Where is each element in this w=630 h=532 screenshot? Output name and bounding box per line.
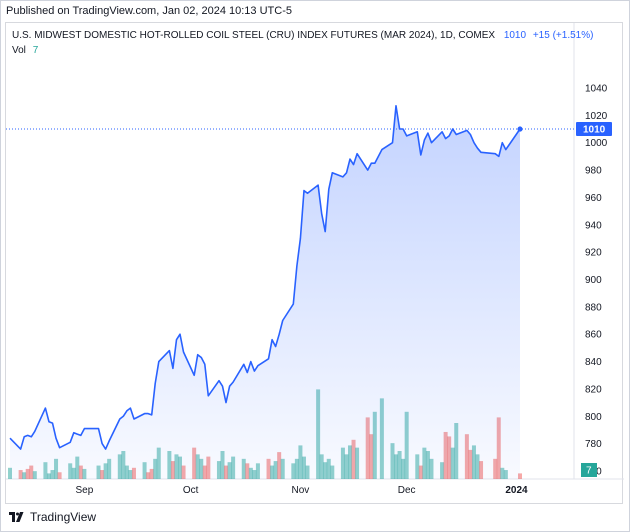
volume-legend: Vol 7 <box>12 45 38 56</box>
price-tick-label: 900 <box>585 275 602 286</box>
time-tick-label: Nov <box>292 485 310 496</box>
symbol-title: U.S. MIDWEST DOMESTIC HOT-ROLLED COIL ST… <box>12 30 496 41</box>
tradingview-logo-icon <box>9 512 24 522</box>
last-price-tag <box>576 122 612 137</box>
price-tick-label: 800 <box>585 412 602 423</box>
price-tick-label: 960 <box>585 193 602 204</box>
footer-brand: TradingView <box>30 510 97 524</box>
chart-legend: U.S. MIDWEST DOMESTIC HOT-ROLLED COIL ST… <box>12 30 593 41</box>
price-tick-label: 840 <box>585 357 602 368</box>
price-tick-label: 780 <box>585 439 602 450</box>
time-tick-label: Dec <box>398 485 416 496</box>
price-tick-label: 940 <box>585 220 602 231</box>
volume-tag-label: 7 <box>586 466 592 477</box>
price-tick-label: 1040 <box>585 84 608 95</box>
price-tick-label: 980 <box>585 166 602 177</box>
footer[interactable]: TradingView <box>8 510 96 524</box>
published-caption: Published on TradingView.com, Jan 02, 20… <box>6 5 292 17</box>
price-tick-label: 820 <box>585 384 602 395</box>
price-tick-label: 1020 <box>585 111 608 122</box>
price-chart[interactable]: 7607808008208408608809009209409609801000… <box>6 23 624 505</box>
last-price-tag-label: 1010 <box>583 125 606 136</box>
time-tick-label: 2024 <box>505 485 528 496</box>
price-change: +15 (+1.51%) <box>532 30 594 41</box>
volume-tag <box>581 463 597 477</box>
volume-label: Vol <box>12 45 26 56</box>
last-price: 1010 <box>503 30 527 41</box>
price-area <box>10 105 520 480</box>
last-price-marker <box>517 126 523 132</box>
chart-panel[interactable]: 7607808008208408608809009209409609801000… <box>5 22 624 505</box>
price-tick-label: 1000 <box>585 138 608 149</box>
time-tick-label: Oct <box>183 485 199 496</box>
price-tick-label: 920 <box>585 248 602 259</box>
price-line <box>9 105 521 450</box>
volume-value: 7 <box>32 45 39 56</box>
price-tick-label: 880 <box>585 302 602 313</box>
time-tick-label: Sep <box>75 485 93 496</box>
price-tick-label: 860 <box>585 330 602 341</box>
